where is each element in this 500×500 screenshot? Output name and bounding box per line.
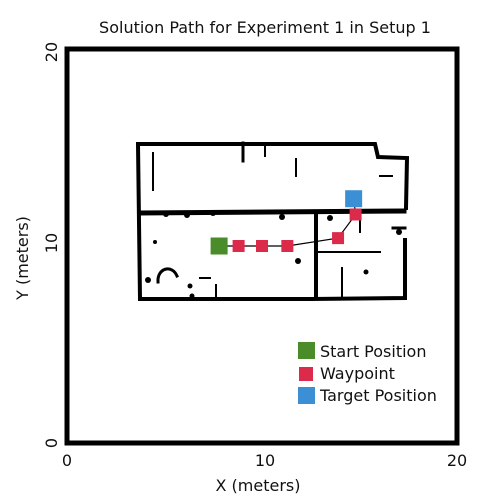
y-axis-label: Y (meters) [13, 216, 32, 301]
y-tick-label: 20 [42, 42, 61, 62]
legend-swatch-waypoint [299, 367, 313, 381]
waypoint-marker [332, 232, 345, 245]
legend: Start Position Waypoint Target Position [298, 342, 437, 405]
occupancy-map-walls [135, 141, 410, 302]
legend-label-start: Start Position [320, 342, 426, 361]
x-tick-label: 10 [255, 451, 275, 470]
waypoint-marker [281, 240, 294, 252]
waypoint-marker [349, 208, 362, 221]
waypoint-marker [232, 240, 245, 252]
legend-label-waypoint: Waypoint [320, 364, 395, 383]
target-position-marker [345, 190, 363, 208]
waypoint-marker [256, 240, 268, 252]
y-tick-label: 10 [42, 233, 61, 253]
x-axis-label: X (meters) [216, 476, 301, 495]
start-position-marker [210, 237, 228, 255]
legend-label-target: Target Position [319, 386, 437, 405]
chart-title: Solution Path for Experiment 1 in Setup … [99, 18, 431, 37]
y-tick-label: 0 [42, 438, 61, 448]
plot-frame [64, 46, 460, 446]
occupancy-map-obstacles [145, 210, 402, 299]
legend-swatch-start [298, 342, 315, 359]
x-tick-label: 20 [447, 451, 467, 470]
x-tick-label: 0 [62, 451, 72, 470]
legend-swatch-target [298, 387, 315, 404]
